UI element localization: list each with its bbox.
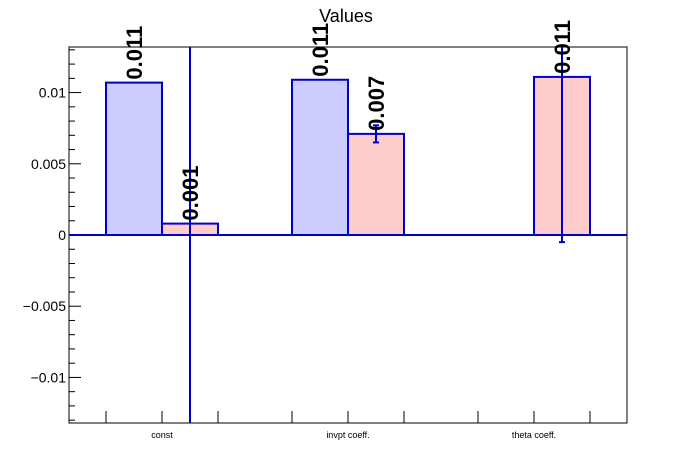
y-tick-label: 0.005 <box>31 156 66 172</box>
data-label: 0.001 <box>178 166 203 221</box>
data-label: 0.011 <box>308 23 333 77</box>
plot-layer: −0.01 −0.005 0 0.005 0.01 const invpt coeff. th… <box>23 20 628 440</box>
y-tick-label: 0 <box>58 227 66 243</box>
y-tick-label: −0.005 <box>23 298 66 314</box>
bar <box>347 132 405 236</box>
data-label: 0.007 <box>364 76 389 131</box>
y-tick-label: 0.01 <box>39 85 66 101</box>
bar <box>291 78 349 237</box>
data-label: 0.011 <box>122 26 147 80</box>
x-category-label: theta coeff. <box>512 430 556 440</box>
x-category-label: const <box>151 430 173 440</box>
y-tick-label: −0.01 <box>31 369 67 385</box>
bar <box>105 81 163 236</box>
x-category-label: invpt coeff. <box>326 430 369 440</box>
data-label: 0.011 <box>550 20 575 74</box>
chart-title: Values <box>319 6 373 26</box>
